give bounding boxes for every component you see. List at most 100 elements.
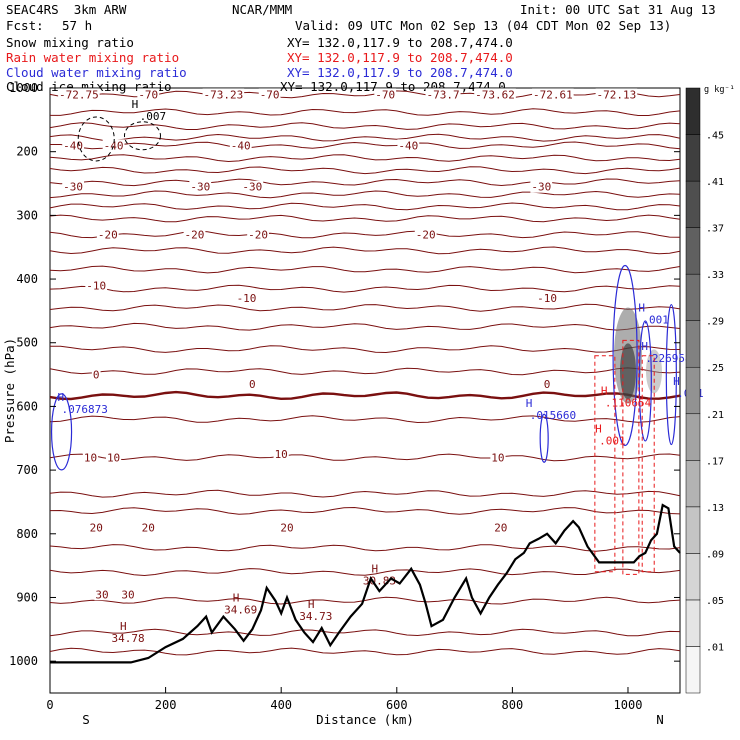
colorbar-level-label: .33	[706, 270, 724, 281]
temperature-label-bg	[536, 292, 558, 305]
temperature-contour-line	[49, 214, 681, 223]
cloud-water-max-marker: H	[638, 302, 645, 315]
temperature-label-bg	[94, 588, 110, 601]
field-name-cloud-water: Cloud water mixing ratio	[6, 65, 187, 80]
temperature-contour-label: -20	[248, 228, 268, 241]
temperature-contour-label: 20	[142, 521, 155, 534]
temperature-max-marker: H	[308, 598, 315, 611]
x-axis-title: Distance (km)	[316, 712, 414, 727]
temperature-contour-label: -10	[237, 292, 257, 305]
temperature-label-bg	[493, 521, 509, 534]
temperature-label-bg	[397, 139, 420, 152]
cloud-water-max-value: .001	[642, 314, 669, 327]
temperature-max-value: 34.73	[299, 610, 332, 623]
y-tick-label: 1000	[9, 654, 38, 668]
temperature-contour-line	[49, 453, 681, 462]
temperature-contour-label: 20	[280, 521, 293, 534]
x-tick-label: 600	[386, 698, 408, 712]
temperature-contour-line	[49, 415, 681, 424]
model-title: SEAC4RS 3km ARW	[6, 2, 127, 17]
colorbar-level-label: .13	[706, 503, 724, 514]
temperature-contour-line	[49, 122, 681, 130]
temperature-contour-label: -20	[98, 228, 118, 241]
colorbar-box	[685, 227, 701, 275]
cloud-water-max-value: .2269581	[645, 352, 698, 365]
valid-time: Valid: 09 UTC Mon 02 Sep 13 (04 CDT Mon …	[295, 18, 672, 33]
x-tick-label: 200	[155, 698, 177, 712]
temperature-contour-label: -40	[104, 139, 124, 152]
temperature-label-bg	[183, 228, 206, 241]
temperature-contour-label: -20	[185, 228, 205, 241]
cloud-water-contour	[665, 303, 677, 446]
temperature-max-marker: H	[120, 620, 127, 633]
snow-max-marker: H	[132, 98, 139, 111]
temperature-label-bg	[374, 88, 397, 101]
temperature-contour-line	[49, 166, 681, 175]
temperature-contour-line	[49, 647, 681, 656]
y-axis-title: Pressure (hPa)	[2, 338, 17, 443]
temperature-contour-line	[49, 265, 681, 274]
temperature-contour-label: -10	[86, 279, 106, 292]
temperature-label-bg	[247, 228, 269, 241]
x-tick-label: 800	[502, 698, 524, 712]
snow-contour	[123, 121, 161, 151]
temperature-contour-line	[49, 489, 681, 498]
temperature-contour-label: -30	[531, 181, 551, 194]
temperature-label-bg	[258, 88, 281, 101]
colorbar-box	[685, 599, 701, 647]
temperature-contour-line	[49, 544, 681, 552]
colorbar-level-label: .25	[706, 363, 724, 374]
temperature-label-bg	[102, 139, 125, 152]
colorbar-level-label: .17	[706, 456, 724, 467]
temperature-contour-line	[49, 202, 681, 211]
plot-frame	[49, 87, 681, 694]
fcst-label: Fcst:	[6, 18, 44, 33]
temperature-contour-label: 10	[107, 451, 120, 464]
rain-water-contour	[641, 355, 655, 573]
colorbar-box	[685, 134, 701, 182]
colorbar-unit: g kg⁻¹	[704, 85, 735, 95]
temperature-label-bg	[595, 88, 638, 101]
temperature-label-bg	[96, 228, 119, 241]
temperature-contour-label: -72.75	[59, 88, 99, 101]
endpoint-label-left: S	[82, 712, 90, 727]
temperature-contour-line	[49, 596, 681, 605]
x-tick-label: 0	[46, 698, 53, 712]
fcst-value: 57 h	[62, 18, 93, 33]
temperature-contour-line	[49, 506, 681, 515]
temperature-label-bg	[542, 378, 552, 391]
temperature-contour-label: -40	[231, 139, 251, 152]
colorbar-level-label: .09	[706, 549, 724, 560]
temperature-contour-label: -72.61	[533, 88, 573, 101]
colorbar-box	[685, 180, 701, 228]
temperature-contour-line	[49, 246, 681, 255]
y-tick-label: 700	[16, 463, 38, 477]
colorbar-box	[685, 506, 701, 554]
x-tick-label: 1000	[614, 698, 643, 712]
x-tick-label: 400	[270, 698, 292, 712]
temperature-label-bg	[88, 521, 104, 534]
rain-water-max-marker: H	[601, 384, 608, 397]
temperature-label-bg	[273, 448, 289, 461]
rain-water-max-value: .110654	[605, 396, 652, 409]
temperature-contour-label: -40	[398, 139, 418, 152]
temperature-contour-label: 0	[544, 378, 551, 391]
cloud-shading-core	[619, 343, 636, 400]
temperature-contour-label: -20	[416, 228, 436, 241]
field-xy-rain: XY= 132.0,117.9 to 208.7,474.0	[287, 50, 513, 65]
colorbar-box	[685, 273, 701, 321]
temperature-label-bg	[279, 521, 295, 534]
cloud-water-max-marker: H	[526, 397, 533, 410]
colorbar-box	[685, 646, 701, 694]
colorbar-level-label: .37	[706, 224, 724, 235]
temperature-contour-label: 20	[90, 521, 103, 534]
colorbar-level-label: .45	[706, 131, 724, 142]
temperature-max-marker: H	[233, 591, 240, 604]
temperature-label-bg	[189, 180, 212, 193]
temperature-label-bg	[490, 451, 506, 464]
temperature-contour-label: 30	[121, 588, 134, 601]
endpoint-label-right: N	[656, 712, 664, 727]
temperature-contour-label: 10	[275, 448, 288, 461]
temperature-contour-line	[49, 133, 681, 142]
temperature-contour-label: -73.7	[426, 88, 459, 101]
